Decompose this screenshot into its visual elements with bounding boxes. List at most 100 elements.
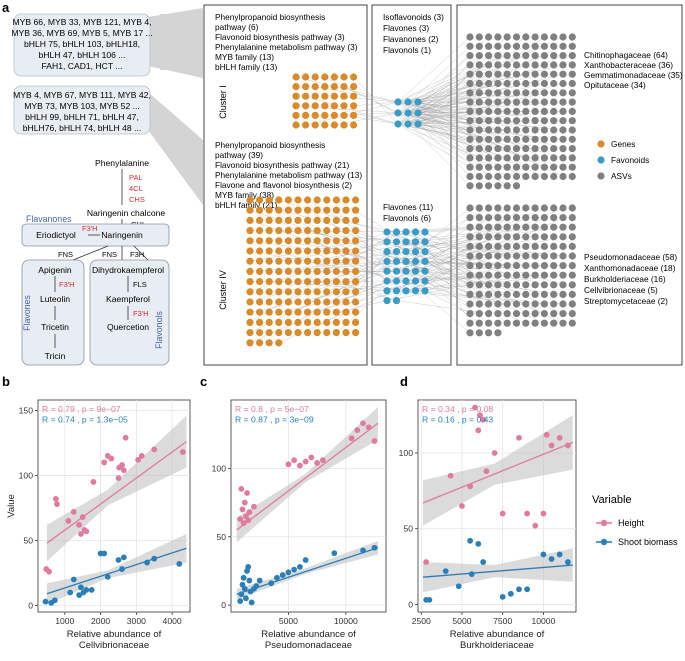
gene-node [352,267,360,275]
asv-node [550,61,558,69]
data-point [543,431,550,438]
gene-node [294,267,302,275]
asv-node [531,214,539,222]
asv-node [466,42,474,50]
asv-node [503,172,511,181]
node-naringenin-chalcone: Naringenin chalcone [87,208,166,218]
x-tick-label: 1000 [55,616,74,626]
data-point [78,531,84,537]
asv-node [568,252,576,260]
asv-node [531,290,539,298]
data-point [302,557,309,563]
asv-node [522,70,530,78]
gene-node [330,92,338,100]
asv-node [568,89,576,97]
network-edge [278,240,426,262]
gene-node [313,318,321,326]
gene-node [294,206,302,214]
asv-node [494,61,502,69]
gene-node [323,196,331,204]
gene-node [284,267,292,275]
asv-node [531,319,539,327]
asv-node [559,145,567,153]
asv-node [540,98,549,106]
gene-node [350,102,358,110]
gene-node [332,227,340,235]
gene-node [292,92,300,100]
asv-node [550,98,558,106]
data-point [52,495,59,502]
asv-node [475,281,483,289]
legend-dot-genes [597,140,605,148]
gene-node [321,111,329,119]
asv-node [475,52,483,60]
gene-node [313,298,321,306]
gene-node [246,288,254,296]
asv-node [550,145,558,153]
asv-node [559,42,567,50]
asv-node [485,61,493,69]
gene-box-2-line: MYB 73, MYB 103, MYB 52 ... [24,101,140,111]
asv-node [475,135,483,143]
asv-node [559,52,567,60]
gene-node [323,247,331,255]
asv-node [531,172,539,181]
asv-node [540,223,549,231]
flavonoid-node [411,228,420,236]
confidence-band [422,548,573,593]
asv-node [503,262,511,270]
asv-node [503,163,511,171]
gene-node [332,257,340,265]
data-point [348,435,355,442]
gene-node [275,318,283,326]
data-point [365,424,372,431]
data-point [239,506,246,513]
gene-node [275,247,283,255]
asv-node [540,214,549,222]
asv-node [550,79,558,88]
asv-node [475,329,483,337]
flavonoid-node [411,238,420,246]
gene-node [350,92,358,100]
gene-node [340,111,348,119]
data-point [243,595,249,602]
asv-node [531,242,539,250]
gene-node [256,267,264,275]
gene-node [323,267,331,275]
data-point [291,457,298,464]
asv-node [531,52,539,60]
asv-node [475,33,483,41]
regression-line [236,422,379,531]
gene-node [275,216,283,224]
asv-node [512,89,521,97]
asv-node [466,329,474,337]
flavonoid-node [421,257,429,265]
asv-node [466,204,474,212]
asv-node [475,300,483,308]
gene-node [323,308,331,316]
asv-node [531,281,539,289]
asv-node [503,319,511,327]
gene-node [246,216,254,224]
network-edge [417,112,545,140]
data-point [70,508,77,515]
gene-node [256,318,264,326]
network-edge [396,300,489,314]
gene-node [332,329,340,337]
asv-node [494,281,502,289]
stat-label: R = 0.34 , p = 0.08 [422,404,493,414]
gene-node [304,308,312,316]
data-point [241,585,248,592]
data-point [491,450,498,456]
asv-node [540,242,549,250]
gene-node [275,267,283,275]
asv-node [512,42,521,50]
y-tick-label: 100 [19,470,34,480]
gene-node [304,298,312,306]
gene-node [321,83,329,91]
asv-node [494,233,502,241]
gene-node [292,83,300,91]
data-point [79,514,86,520]
data-point [246,577,253,584]
gene-node [284,206,292,214]
